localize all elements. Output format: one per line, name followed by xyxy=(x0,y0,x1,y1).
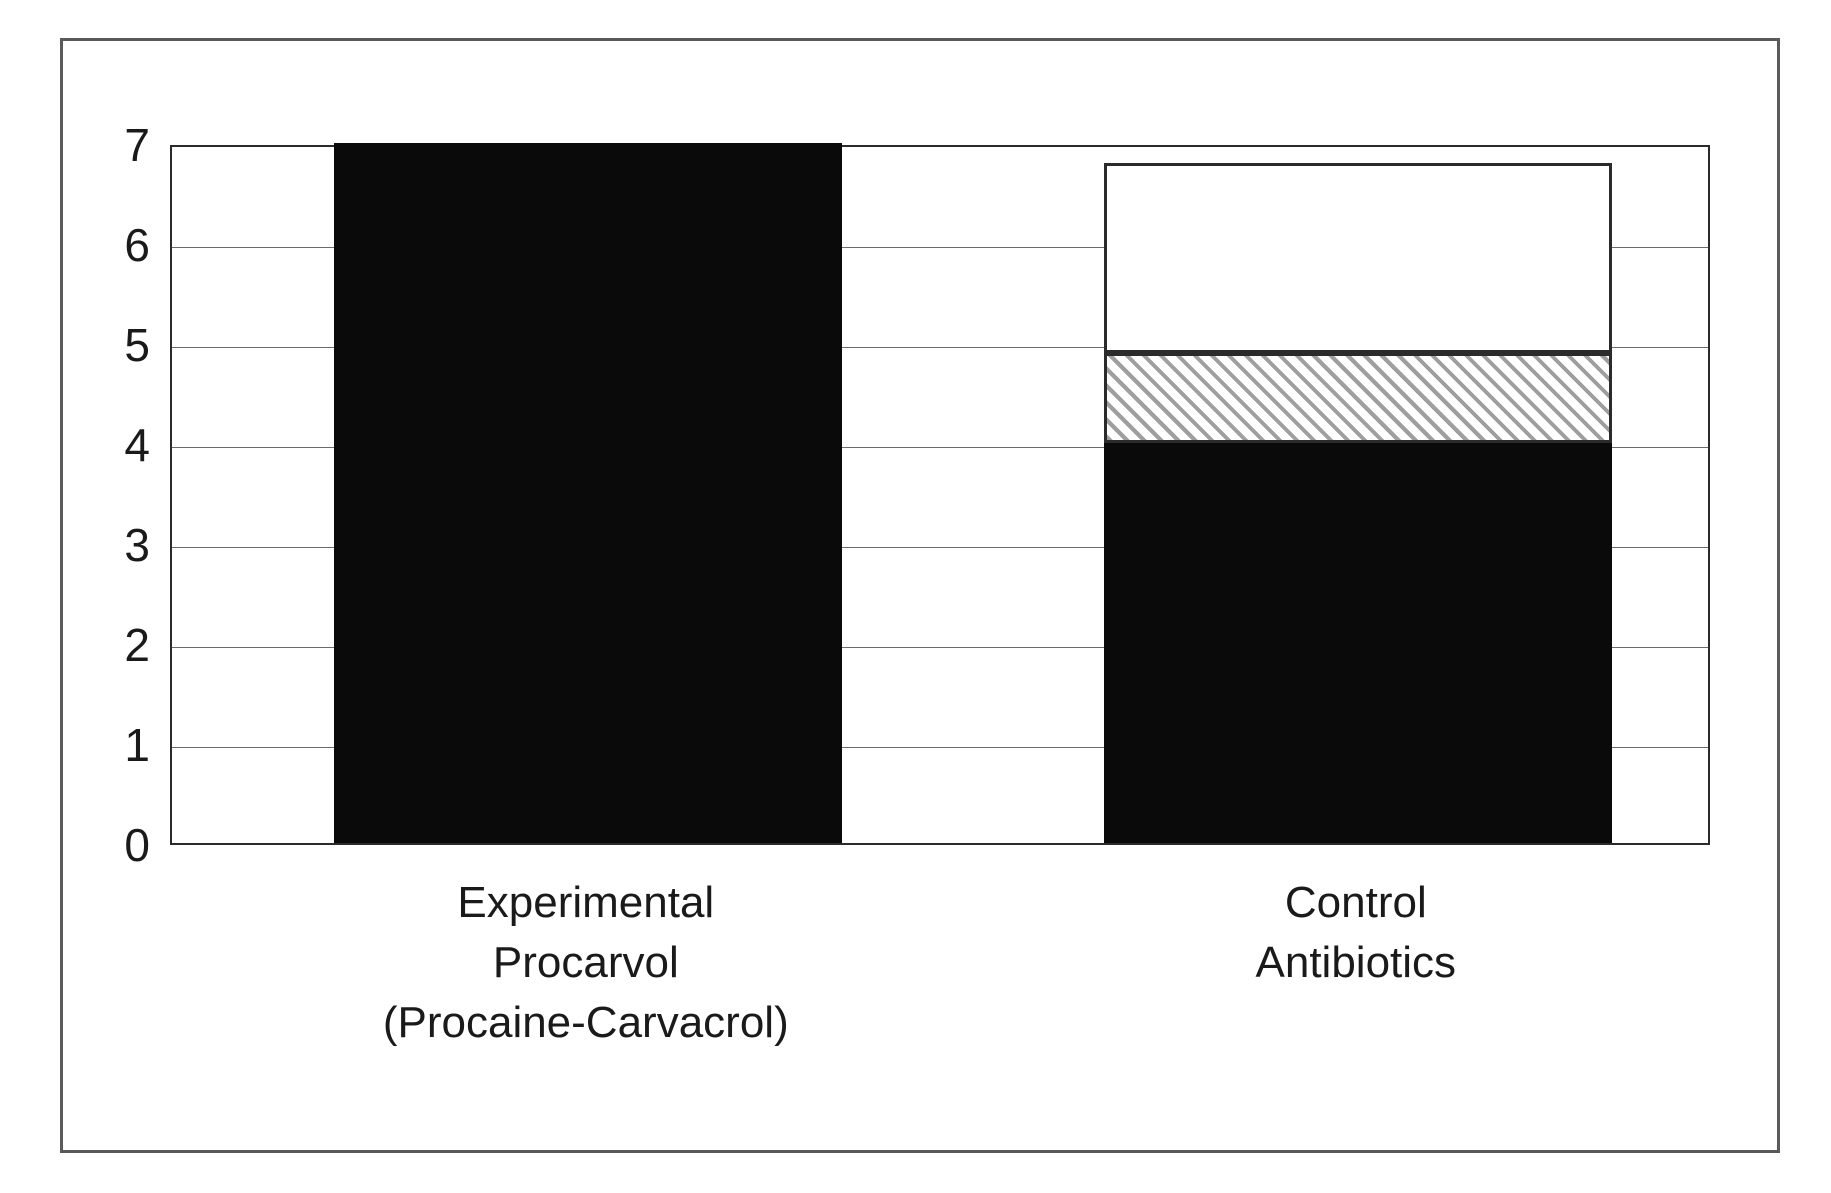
y-tick-label: 4 xyxy=(80,418,150,472)
bar-segment xyxy=(334,143,842,843)
x-axis-label: ExperimentalProcarvol(Procaine-Carvacrol… xyxy=(186,873,986,1053)
y-tick-label: 2 xyxy=(80,618,150,672)
y-tick-label: 0 xyxy=(80,818,150,872)
x-axis-label: ControlAntibiotics xyxy=(956,873,1756,993)
x-axis-label-line: Control xyxy=(956,873,1756,933)
bar-group xyxy=(334,143,842,843)
y-tick-label: 5 xyxy=(80,318,150,372)
bar-segment xyxy=(1104,443,1612,843)
y-tick-label: 3 xyxy=(80,518,150,572)
chart-plot-area xyxy=(170,145,1710,845)
bar-group xyxy=(1104,143,1612,843)
bar-segment xyxy=(1104,353,1612,443)
x-axis-label-line: (Procaine-Carvacrol) xyxy=(186,993,986,1053)
x-axis-label-line: Experimental xyxy=(186,873,986,933)
y-tick-label: 1 xyxy=(80,718,150,772)
x-axis-label-line: Procarvol xyxy=(186,933,986,993)
bar-segment xyxy=(1104,163,1612,353)
x-axis-label-line: Antibiotics xyxy=(956,933,1756,993)
y-tick-label: 6 xyxy=(80,218,150,272)
y-tick-label: 7 xyxy=(80,118,150,172)
